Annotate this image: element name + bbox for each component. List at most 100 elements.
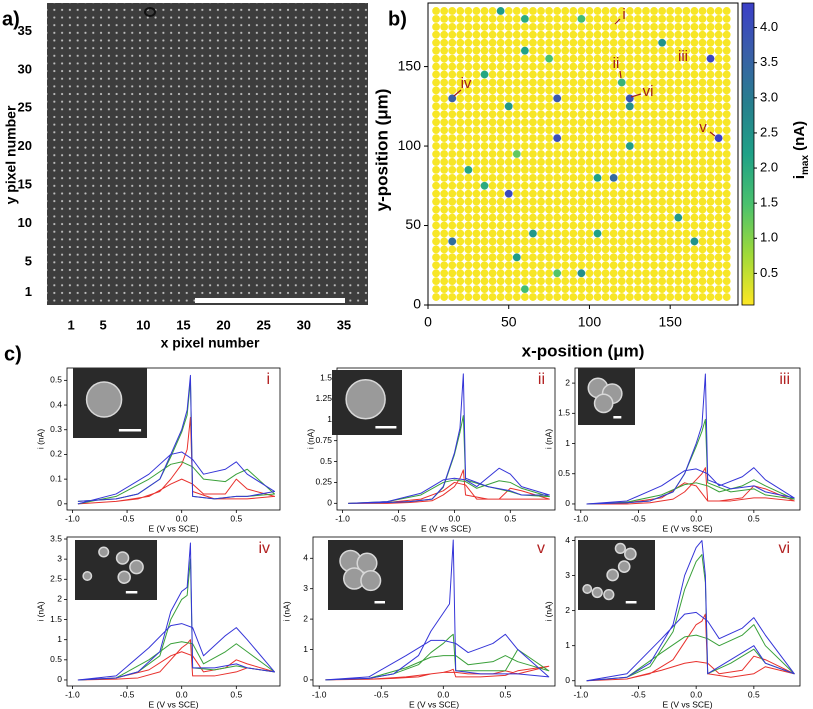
- dot: [601, 22, 610, 31]
- panel-tag: iv: [258, 540, 270, 557]
- dot: [698, 7, 707, 15]
- dot: [472, 134, 481, 143]
- dot: [642, 197, 650, 206]
- panel-tag: iii: [779, 371, 790, 388]
- dot: [714, 126, 723, 135]
- dot: [432, 70, 440, 79]
- dot: [553, 253, 562, 262]
- dot: [480, 189, 489, 198]
- dot: [480, 205, 489, 214]
- dot: [585, 14, 594, 23]
- dot: [553, 205, 562, 214]
- panel-label: c): [4, 343, 22, 365]
- dot: [496, 213, 505, 222]
- dot: [706, 142, 715, 150]
- dot: [480, 14, 489, 23]
- dot: [529, 30, 537, 39]
- dot: [480, 70, 489, 79]
- dot: [520, 205, 529, 214]
- dot: [448, 277, 457, 286]
- dot: [504, 197, 513, 206]
- dot: [553, 245, 562, 254]
- dot: [456, 70, 465, 79]
- dot: [674, 181, 683, 190]
- y-tick-label: 0: [303, 674, 308, 684]
- dot: [609, 253, 618, 262]
- dot: [698, 38, 707, 47]
- dot: [488, 14, 497, 23]
- annotation: ii: [613, 55, 620, 72]
- dot: [642, 221, 650, 230]
- dot: [432, 46, 440, 55]
- dot: [593, 142, 602, 150]
- dot: [545, 54, 553, 63]
- x-tick-label: 50: [501, 314, 517, 330]
- y-tick-label: 0.1: [50, 473, 62, 483]
- dot: [464, 237, 473, 246]
- dot: [633, 165, 642, 174]
- dot: [496, 30, 505, 39]
- dot: [537, 205, 545, 214]
- x-tick-label: 15: [176, 317, 190, 332]
- dot: [512, 189, 521, 198]
- dot: [617, 197, 626, 206]
- dot: [650, 7, 658, 15]
- dot: [537, 158, 545, 166]
- dot: [633, 285, 642, 294]
- dot: [537, 269, 545, 278]
- dot: [440, 110, 449, 119]
- dot: [488, 134, 497, 143]
- dot: [496, 86, 505, 95]
- y-axis-label: i (nA): [281, 601, 291, 621]
- dot: [593, 38, 602, 47]
- x-axis-label: x-position (μm): [522, 341, 645, 360]
- dot: [529, 158, 537, 166]
- dot: [456, 142, 465, 150]
- dot: [698, 181, 707, 190]
- dot: [456, 253, 465, 262]
- dot: [440, 213, 449, 222]
- dot: [472, 293, 481, 301]
- dot: [432, 94, 440, 103]
- dot: [658, 54, 667, 63]
- dot: [609, 293, 618, 301]
- dot: [545, 269, 553, 278]
- dot: [617, 150, 626, 158]
- dot: [472, 213, 481, 222]
- inset-particle: [82, 571, 93, 581]
- colorbar-tick-label: 3.5: [760, 54, 778, 69]
- dot: [472, 205, 481, 214]
- dot: [440, 285, 449, 294]
- dot: [601, 142, 610, 150]
- dot: [432, 142, 440, 150]
- dot: [448, 142, 457, 150]
- dot: [569, 102, 578, 111]
- y-tick-label: 1: [25, 284, 32, 299]
- dot: [488, 54, 497, 63]
- dot: [529, 221, 537, 230]
- dot: [537, 7, 545, 15]
- dot: [561, 38, 570, 47]
- dot: [504, 7, 513, 15]
- dot: [625, 237, 634, 246]
- dot: [569, 126, 578, 135]
- dot: [609, 30, 618, 39]
- dot: [633, 245, 642, 254]
- dot: [625, 22, 634, 31]
- y-tick-label: 0: [565, 498, 570, 508]
- dot: [512, 165, 521, 174]
- dot: [537, 38, 545, 47]
- dot: [561, 126, 570, 135]
- dot: [569, 189, 578, 198]
- y-tick-label: 1.5: [320, 372, 332, 382]
- dot: [658, 14, 667, 23]
- y-tick-label: 30: [18, 61, 32, 76]
- dot: [529, 134, 537, 143]
- dot: [512, 30, 521, 39]
- dot: [674, 22, 683, 31]
- dot: [561, 30, 570, 39]
- dot: [706, 213, 715, 222]
- dot: [553, 213, 562, 222]
- dot: [625, 253, 634, 262]
- dot: [585, 46, 594, 55]
